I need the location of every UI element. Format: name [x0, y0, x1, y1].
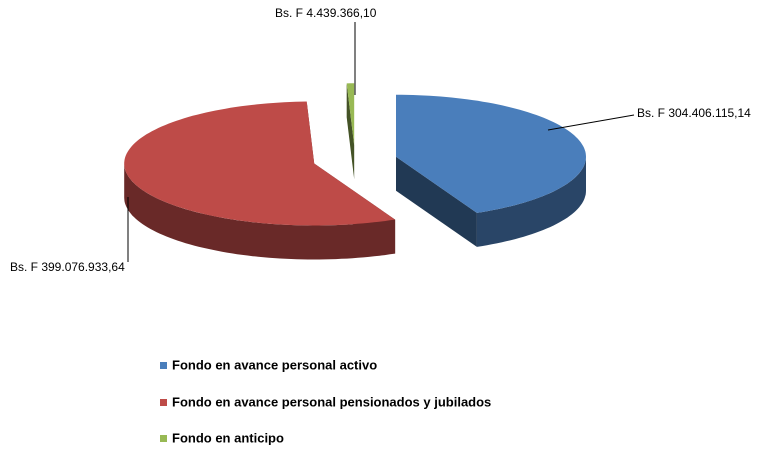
slice-top [124, 101, 396, 226]
slice-top [346, 83, 355, 146]
legend-label: Fondo en anticipo [172, 430, 284, 445]
legend-swatch [160, 399, 167, 406]
slice-top [396, 94, 586, 213]
data-label: Bs. F 304.406.115,14 [637, 106, 751, 120]
pie [124, 83, 586, 260]
data-label: Bs. F 4.439.366,10 [275, 6, 377, 20]
pie-slice [346, 83, 355, 180]
pie-slice [396, 94, 586, 247]
slice-side [124, 163, 396, 260]
legend-swatch [160, 435, 167, 442]
legend-label: Fondo en avance personal pensionados y j… [172, 394, 491, 409]
legend-label: Fondo en avance personal activo [172, 357, 377, 372]
slice-cut-face [396, 156, 477, 247]
slice-side [476, 156, 586, 247]
slice-cut-face [346, 83, 355, 180]
legend-swatch [160, 362, 167, 369]
pie-slice [124, 101, 396, 260]
data-label: Bs. F 399.076.933,64 [10, 260, 125, 274]
legend: Fondo en avance personal activo Fondo en … [160, 357, 491, 445]
leader-line [547, 114, 635, 131]
